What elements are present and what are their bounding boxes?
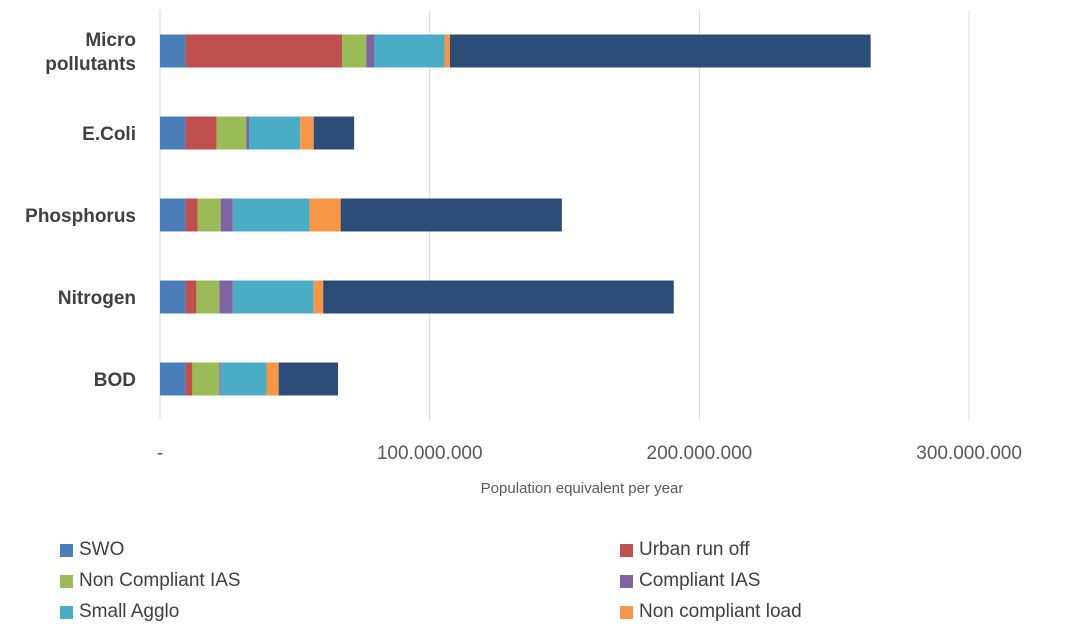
- legend-swatch: [620, 574, 633, 588]
- bar-segment: [309, 198, 341, 232]
- bar-segment: [366, 34, 375, 68]
- x-axis-title: Population equivalent per year: [481, 480, 684, 497]
- bar-segment: [216, 116, 247, 150]
- bar-segment: [185, 198, 198, 232]
- bar-segment: [313, 116, 355, 150]
- bar-segment: [160, 116, 186, 150]
- bar-segment: [196, 280, 220, 314]
- bar-segment: [300, 116, 314, 150]
- bar-segment: [444, 34, 450, 68]
- x-tick-label: 100.000.000: [377, 443, 483, 464]
- bar-segment: [219, 362, 221, 396]
- bar-segment: [160, 362, 186, 396]
- category-labels: Micro pollutants E.Coli Phosphorus Nitrogen B…: [25, 30, 136, 391]
- bar-segment: [185, 116, 217, 150]
- bar-segment: [374, 34, 445, 68]
- legend-label: Compliant IAS: [639, 570, 761, 591]
- bar-segment: [192, 362, 220, 396]
- bar-segment: [313, 280, 324, 314]
- bar-segment: [266, 362, 279, 396]
- x-tick-labels: - 100.000.000 200.000.000 300.000.000: [157, 443, 1022, 464]
- legend-item: Non compliant load: [620, 598, 1020, 626]
- bar-segment: [160, 280, 186, 314]
- legend-label: SWO: [79, 539, 125, 560]
- bar-segment: [246, 116, 249, 150]
- bar-segment: [340, 198, 562, 232]
- bar-segment: [232, 280, 314, 314]
- bar-segment: [249, 116, 301, 150]
- bar-segment: [449, 34, 871, 68]
- category-label: Micro pollutants: [45, 30, 136, 75]
- x-tick-label: -: [157, 443, 163, 464]
- bar-segment: [160, 198, 186, 232]
- category-label: E.Coli: [82, 124, 136, 145]
- legend-item: SWO: [60, 536, 620, 564]
- bar-segment: [185, 280, 197, 314]
- legend-swatch: [620, 543, 633, 557]
- category-label: Nitrogen: [58, 288, 136, 309]
- bar-segment: [160, 34, 186, 68]
- legend-label: Small Agglo: [79, 601, 180, 622]
- bars: [160, 34, 871, 396]
- legend-item: Urban run off: [620, 536, 1020, 564]
- bar-segment: [342, 34, 367, 68]
- bar-segment: [278, 362, 338, 396]
- legend-item: Small Agglo: [60, 598, 620, 626]
- bar-segment: [185, 362, 193, 396]
- legend-label: Non compliant load: [639, 601, 802, 622]
- category-label: Phosphorus: [25, 206, 136, 227]
- bar-segment: [197, 198, 221, 232]
- bar-segment: [219, 280, 233, 314]
- bar-segment: [185, 34, 343, 68]
- bar-segment: [220, 362, 267, 396]
- bar-chart: Micro pollutants E.Coli Phosphorus Nitrogen B…: [25, 10, 1022, 497]
- legend-swatch: [60, 543, 73, 557]
- legend: SWO Urban run off Non Compliant IAS Complia…: [60, 536, 1020, 626]
- x-tick-label: 200.000.000: [647, 443, 753, 464]
- legend-swatch: [60, 605, 73, 619]
- bar-segment: [323, 280, 674, 314]
- bar-segment: [220, 198, 233, 232]
- legend-label: Urban run off: [639, 539, 750, 560]
- legend-item: Compliant IAS: [620, 567, 1020, 595]
- legend-swatch: [60, 574, 73, 588]
- bar-segment: [232, 198, 310, 232]
- legend-label: Non Compliant IAS: [79, 570, 241, 591]
- legend-item: Non Compliant IAS: [60, 567, 620, 595]
- legend-swatch: [620, 605, 633, 619]
- x-tick-label: 300.000.000: [916, 443, 1022, 464]
- category-label: BOD: [94, 370, 136, 391]
